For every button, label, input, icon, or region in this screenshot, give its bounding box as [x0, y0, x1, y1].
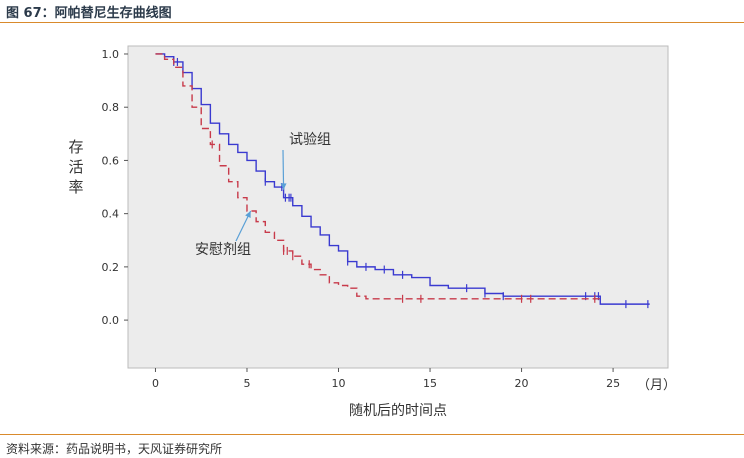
- plot-frame: [127, 45, 669, 369]
- y-tick-label: 1.0: [102, 48, 120, 61]
- y-axis-title: 存活率: [68, 138, 84, 196]
- top-divider: [0, 22, 744, 23]
- annotation-label: 试验组: [289, 132, 331, 148]
- x-tick-label: 10: [332, 377, 346, 390]
- annotation-arrow: [282, 149, 285, 190]
- x-axis-title: 随机后的时间点: [349, 403, 447, 419]
- x-tick-label: 25: [606, 377, 620, 390]
- page-title: 图 67：阿帕替尼生存曲线图: [6, 6, 172, 21]
- annotation-label: 安慰剂组: [195, 241, 251, 258]
- y-tick-label: 0.6: [102, 154, 120, 167]
- plot-area: [128, 46, 668, 368]
- series-line-0: [155, 53, 650, 305]
- x-unit-label: （月）: [637, 378, 676, 393]
- arrow-head-icon: [280, 183, 287, 190]
- y-tick-label: 0.0: [102, 314, 120, 327]
- y-tick-label: 0.8: [102, 101, 120, 114]
- y-tick-label: 0.4: [102, 208, 120, 221]
- series-line-1: [155, 53, 601, 300]
- arrow-head-icon: [245, 210, 251, 218]
- x-tick-label: 20: [515, 377, 529, 390]
- x-tick-label: 0: [152, 377, 159, 390]
- source-note: 资料来源：药品说明书，天风证券研究所: [6, 442, 223, 456]
- y-tick-label: 0.2: [102, 261, 120, 274]
- x-tick-label: 15: [423, 377, 437, 390]
- x-tick-label: 5: [243, 377, 250, 390]
- bottom-divider: [0, 434, 744, 435]
